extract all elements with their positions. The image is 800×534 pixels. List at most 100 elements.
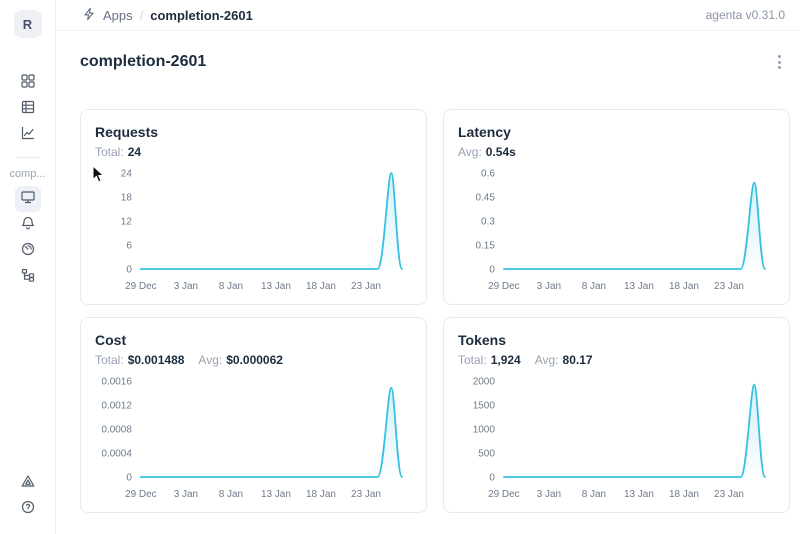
line-chart-icon	[20, 125, 36, 146]
card-title: Requests	[95, 124, 159, 140]
svg-text:2000: 2000	[473, 376, 496, 387]
svg-text:18 Jan: 18 Jan	[306, 281, 336, 292]
svg-text:29 Dec: 29 Dec	[125, 281, 157, 292]
monitor-icon	[20, 189, 36, 210]
stat-value: 80.17	[562, 353, 593, 367]
grid-icon	[20, 73, 36, 94]
sidebar-item-traces[interactable]	[15, 264, 41, 290]
svg-text:3 Jan: 3 Jan	[174, 489, 198, 500]
metric-card-cost: Cost Total: $0.001488 Avg: $0.000062 0 0.0004 0…	[80, 317, 427, 513]
svg-text:29 Dec: 29 Dec	[488, 489, 520, 500]
svg-text:18 Jan: 18 Jan	[669, 281, 699, 292]
card-stats: Total: $0.001488 Avg: $0.000062	[95, 352, 412, 369]
svg-text:13 Jan: 13 Jan	[261, 489, 291, 500]
svg-text:23 Jan: 23 Jan	[351, 281, 381, 292]
table-rows-icon	[20, 99, 36, 120]
svg-text:3 Jan: 3 Jan	[537, 489, 561, 500]
app-version: agenta v0.31.0	[705, 8, 785, 22]
stat-label: Total:	[458, 353, 487, 367]
svg-text:0.45: 0.45	[476, 192, 496, 203]
svg-text:23 Jan: 23 Jan	[714, 489, 744, 500]
gauge-icon	[20, 241, 36, 262]
breadcrumb-apps-link[interactable]: Apps	[103, 7, 133, 23]
sidebar-item-changelog[interactable]	[15, 470, 41, 496]
svg-text:29 Dec: 29 Dec	[125, 489, 157, 500]
svg-text:1000: 1000	[473, 424, 496, 435]
sidebar-item-observability[interactable]	[15, 238, 41, 264]
svg-text:1500: 1500	[473, 400, 496, 411]
svg-text:12: 12	[121, 216, 133, 227]
sidebar-item-evaluations[interactable]	[15, 122, 41, 148]
svg-text:23 Jan: 23 Jan	[351, 489, 381, 500]
svg-text:29 Dec: 29 Dec	[488, 281, 520, 292]
stat-label: Avg:	[534, 353, 559, 367]
sidebar-nav-app	[14, 186, 41, 290]
svg-text:18 Jan: 18 Jan	[669, 489, 699, 500]
chart-latency: 0 0.15 0.3 0.45 0.6 29 Dec 3 Jan 8 Jan 13 Jan 18 …	[458, 163, 775, 297]
svg-text:24: 24	[121, 168, 133, 179]
stat-value: $0.001488	[127, 353, 185, 367]
svg-text:8 Jan: 8 Jan	[219, 489, 243, 500]
svg-text:8 Jan: 8 Jan	[219, 281, 243, 292]
card-title: Tokens	[458, 332, 506, 348]
metric-card-requests: Requests Total: 24 0 6 12 18 24 29 Dec 3 Jan 8 Jan…	[80, 109, 427, 305]
avatar[interactable]: R	[13, 10, 42, 38]
sidebar-item-apps[interactable]	[15, 70, 41, 96]
sidebar-item-registry[interactable]	[15, 96, 41, 122]
card-title: Latency	[458, 124, 511, 140]
svg-text:0.0016: 0.0016	[101, 376, 132, 387]
help-icon	[20, 499, 36, 520]
svg-text:8 Jan: 8 Jan	[582, 281, 606, 292]
svg-text:0.0004: 0.0004	[101, 448, 132, 459]
stat: Total: 1,924	[458, 352, 521, 369]
page-title: completion-2601	[80, 53, 207, 70]
cards-grid: Requests Total: 24 0 6 12 18 24 29 Dec 3 Jan 8 Jan…	[80, 109, 790, 513]
sidebar-item-help[interactable]	[15, 496, 41, 522]
more-menu-icon[interactable]	[768, 51, 790, 73]
sidebar-item-overview[interactable]	[14, 186, 41, 212]
stat: Avg: $0.000062	[198, 352, 283, 369]
stat: Total: 24	[95, 144, 141, 161]
stat: Avg: 0.54s	[458, 144, 516, 161]
metric-card-latency: Latency Avg: 0.54s 0 0.15 0.3 0.45 0.6 29 Dec 3 J…	[443, 109, 790, 305]
stat-value: 0.54s	[485, 145, 516, 159]
bolt-icon	[82, 7, 96, 24]
svg-text:6: 6	[126, 240, 132, 251]
svg-text:3 Jan: 3 Jan	[174, 281, 198, 292]
svg-text:23 Jan: 23 Jan	[714, 281, 744, 292]
svg-text:500: 500	[478, 448, 495, 459]
stat: Avg: 80.17	[535, 352, 593, 369]
sidebar-section-label: comp...	[9, 168, 46, 180]
breadcrumb: Apps / completion-2601	[82, 7, 253, 24]
sidebar: R comp...	[0, 0, 56, 534]
sidebar-divider	[15, 157, 40, 158]
svg-text:0: 0	[126, 472, 132, 483]
svg-text:13 Jan: 13 Jan	[261, 281, 291, 292]
svg-text:0.0012: 0.0012	[101, 400, 132, 411]
svg-text:0.6: 0.6	[481, 168, 495, 179]
svg-text:0.15: 0.15	[476, 240, 496, 251]
bell-icon	[20, 215, 36, 236]
stat: Total: $0.001488	[95, 352, 184, 369]
card-stats: Total: 1,924 Avg: 80.17	[458, 352, 775, 369]
metric-card-tokens: Tokens Total: 1,924 Avg: 80.17 0 500 1000 1500 20…	[443, 317, 790, 513]
svg-text:0: 0	[126, 264, 132, 275]
topbar: Apps / completion-2601 agenta v0.31.0	[56, 0, 800, 31]
card-stats: Total: 24	[95, 144, 412, 161]
chart-tokens: 0 500 1000 1500 2000 29 Dec 3 Jan 8 Jan 13 Jan 18…	[458, 371, 775, 505]
svg-text:0: 0	[489, 472, 495, 483]
svg-text:18: 18	[121, 192, 133, 203]
svg-text:0.3: 0.3	[481, 216, 495, 227]
main-content: completion-2601 Requests Total: 24 0 6 12 18 24…	[56, 31, 800, 513]
svg-text:13 Jan: 13 Jan	[624, 489, 654, 500]
stat-label: Total:	[95, 145, 124, 159]
stat-value: 1,924	[490, 353, 521, 367]
chart-cost: 0 0.0004 0.0008 0.0012 0.0016 29 Dec 3 Jan 8 Ja…	[95, 371, 412, 505]
svg-text:8 Jan: 8 Jan	[582, 489, 606, 500]
sidebar-nav-bottom	[15, 470, 41, 522]
chart-requests: 0 6 12 18 24 29 Dec 3 Jan 8 Jan 13 Jan 18 Jan 23 J…	[95, 163, 412, 297]
tree-structure-icon	[20, 267, 36, 288]
page-header: completion-2601	[80, 51, 790, 73]
sidebar-item-notifications[interactable]	[15, 212, 41, 238]
card-title: Cost	[95, 332, 127, 348]
